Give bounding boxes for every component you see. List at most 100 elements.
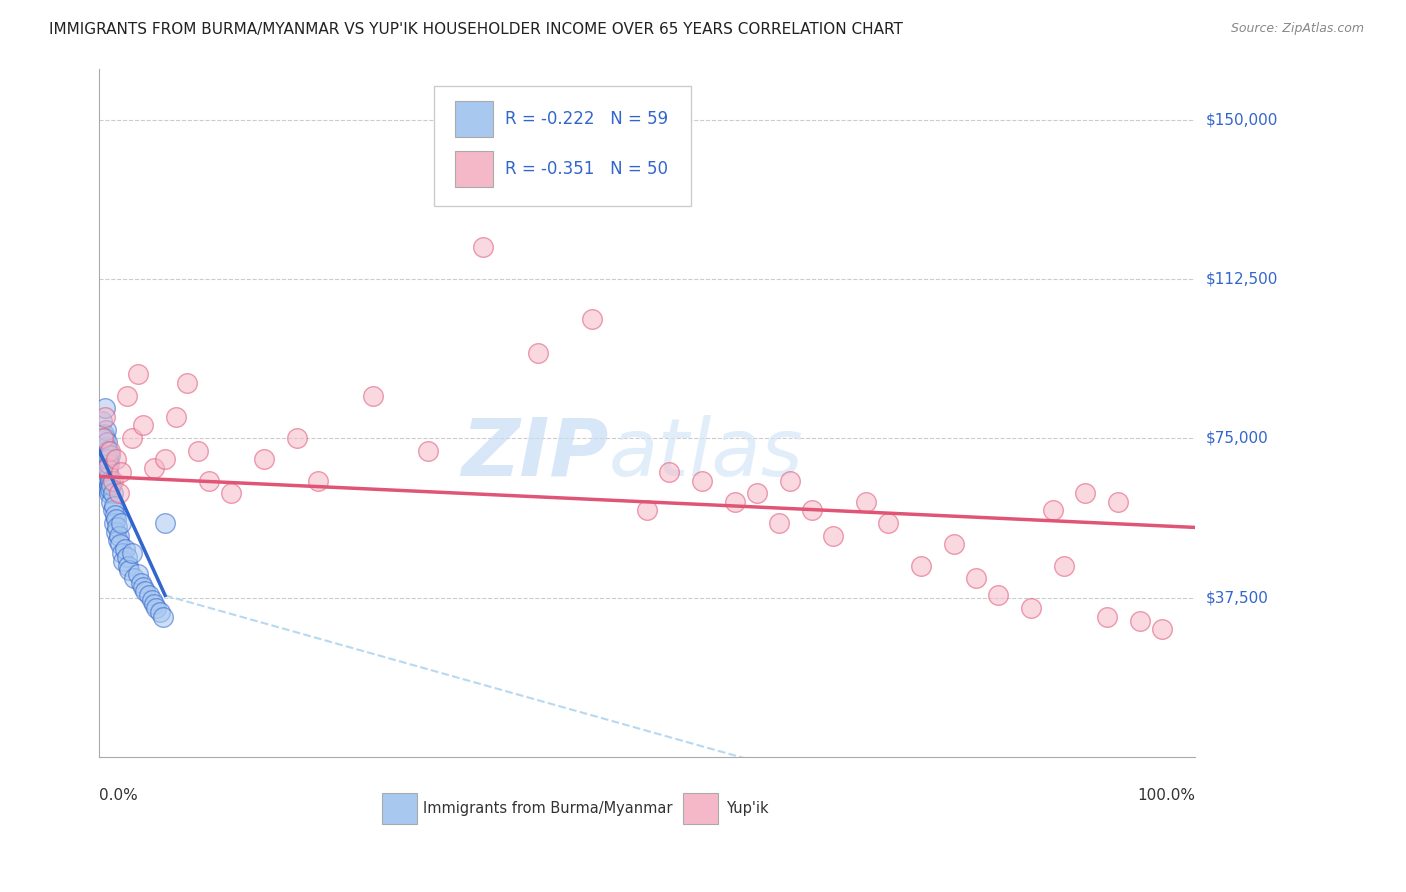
Point [104,508,127,522]
Text: ZIP: ZIP [461,415,609,493]
Text: Immigrants from Burma/Myanmar: Immigrants from Burma/Myanmar [423,801,672,816]
Point [138,588,160,602]
Point [745,486,768,500]
Point [100,495,122,509]
Point [1107,495,1129,509]
Point [121,546,143,560]
Point [1152,623,1174,637]
Point [111,546,134,560]
Text: atlas: atlas [609,415,804,493]
Point [132,418,155,433]
FancyBboxPatch shape [382,793,418,823]
Point [100,478,122,492]
Text: Source: ZipAtlas.com: Source: ZipAtlas.com [1230,22,1364,36]
Point [94,440,117,454]
Point [101,503,124,517]
Point [94,431,117,445]
Point [107,533,129,548]
Point [910,558,932,573]
Text: Yup'ik: Yup'ik [725,801,769,816]
Point [165,409,187,424]
Point [285,431,308,445]
Point [98,448,121,462]
Point [219,486,242,500]
Point [779,474,801,488]
Text: R = -0.222   N = 59: R = -0.222 N = 59 [505,110,668,128]
Point [93,461,115,475]
Point [987,588,1010,602]
Point [965,571,987,585]
FancyBboxPatch shape [456,101,492,136]
FancyBboxPatch shape [683,793,718,823]
Point [361,389,384,403]
Point [121,431,143,445]
Point [91,444,114,458]
Point [1097,609,1119,624]
Point [98,474,121,488]
Point [110,465,132,479]
Point [768,516,790,531]
FancyBboxPatch shape [456,151,492,187]
Point [253,452,276,467]
Point [198,474,221,488]
Point [96,461,118,475]
Point [98,457,121,471]
Point [526,346,548,360]
Point [96,474,118,488]
Point [143,461,166,475]
Point [1129,614,1152,628]
Point [690,474,713,488]
Point [101,474,124,488]
Point [153,452,176,467]
Point [96,448,118,462]
Point [98,469,121,483]
Point [416,444,439,458]
Point [115,389,138,403]
Point [94,457,117,471]
Point [117,558,139,573]
Text: IMMIGRANTS FROM BURMA/MYANMAR VS YUP'IK HOUSEHOLDER INCOME OVER 65 YEARS CORRELA: IMMIGRANTS FROM BURMA/MYANMAR VS YUP'IK … [49,22,903,37]
Text: $150,000: $150,000 [1206,112,1278,127]
Point [97,452,120,467]
Point [104,524,127,539]
Text: 100.0%: 100.0% [1137,788,1195,803]
Point [91,431,114,445]
Point [129,575,152,590]
Point [471,240,494,254]
Point [97,444,120,458]
Point [149,606,172,620]
Point [96,461,118,475]
Point [658,465,681,479]
Text: 0.0%: 0.0% [100,788,138,803]
Point [308,474,330,488]
Point [800,503,823,517]
Point [132,580,155,594]
Point [98,444,121,458]
Point [823,529,845,543]
Point [101,486,124,500]
Point [1019,601,1042,615]
Point [98,486,121,500]
Point [104,452,127,467]
Point [96,435,118,450]
Point [176,376,198,390]
Point [636,503,658,517]
Point [115,550,138,565]
Point [1074,486,1097,500]
Point [134,584,156,599]
Point [1042,503,1064,517]
Point [98,478,121,492]
FancyBboxPatch shape [433,86,690,206]
Point [118,563,141,577]
Point [97,465,120,479]
Point [1052,558,1074,573]
Point [145,601,167,615]
Point [93,426,115,441]
Point [108,529,131,543]
Point [94,401,117,416]
Point [114,541,136,556]
Point [108,486,131,500]
Point [724,495,747,509]
Point [877,516,900,531]
Point [153,516,176,531]
